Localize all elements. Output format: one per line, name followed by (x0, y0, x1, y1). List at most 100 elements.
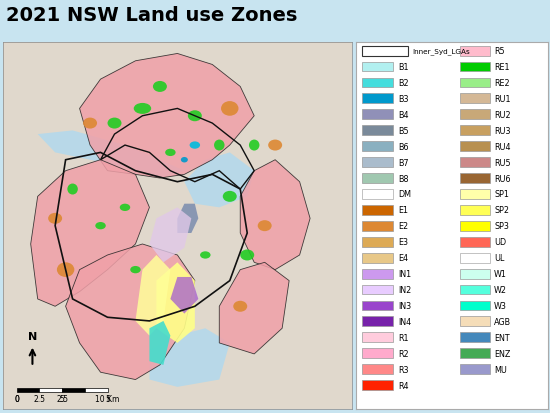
Text: RE2: RE2 (494, 79, 510, 88)
Bar (460, 110, 491, 120)
Text: E3: E3 (399, 237, 409, 247)
Text: 2.5: 2.5 (34, 394, 46, 403)
Text: B2: B2 (399, 79, 409, 88)
Text: R3: R3 (399, 365, 409, 374)
Text: AGB: AGB (494, 317, 512, 326)
Bar (460, 62, 491, 72)
Bar (362, 78, 393, 88)
Bar (362, 62, 393, 72)
Text: ENT: ENT (494, 333, 510, 342)
Bar (362, 349, 393, 358)
Bar (460, 317, 491, 327)
Text: Inner_Syd_LGAs: Inner_Syd_LGAs (412, 48, 470, 55)
Bar (362, 142, 393, 152)
Text: B4: B4 (399, 111, 409, 119)
Bar (460, 142, 491, 152)
Text: B8: B8 (399, 174, 409, 183)
Text: B7: B7 (399, 158, 409, 167)
Text: RU4: RU4 (494, 142, 511, 151)
Text: IN2: IN2 (399, 285, 412, 294)
Bar (460, 158, 491, 168)
Ellipse shape (67, 184, 78, 195)
Text: 5: 5 (105, 394, 110, 403)
Text: RU2: RU2 (494, 111, 511, 119)
Ellipse shape (268, 140, 282, 151)
Bar (460, 174, 491, 183)
Ellipse shape (48, 214, 62, 224)
Bar (62, 388, 85, 392)
Bar (362, 301, 393, 311)
Bar (460, 269, 491, 279)
Ellipse shape (190, 142, 200, 150)
Text: SP2: SP2 (494, 206, 509, 215)
Ellipse shape (130, 266, 141, 274)
Ellipse shape (181, 158, 188, 163)
Text: UL: UL (494, 254, 504, 263)
Text: 2021 NSW Land use Zones: 2021 NSW Land use Zones (6, 6, 297, 25)
Bar (362, 94, 393, 104)
Bar (362, 237, 393, 247)
Bar (362, 110, 393, 120)
Polygon shape (150, 328, 230, 387)
Text: RE1: RE1 (494, 63, 510, 72)
Bar (460, 47, 491, 57)
Bar (362, 317, 393, 327)
Ellipse shape (233, 301, 248, 312)
Bar (460, 364, 491, 374)
Text: E2: E2 (399, 222, 409, 231)
Ellipse shape (57, 263, 74, 277)
Ellipse shape (153, 82, 167, 93)
Bar (362, 174, 393, 183)
Bar (362, 47, 408, 57)
Text: B5: B5 (399, 126, 409, 135)
Text: RU6: RU6 (494, 174, 511, 183)
Text: R1: R1 (399, 333, 409, 342)
Polygon shape (37, 131, 184, 178)
Text: 5: 5 (60, 394, 64, 403)
Bar (85, 388, 108, 392)
Polygon shape (31, 160, 150, 306)
Text: B6: B6 (399, 142, 409, 151)
Bar (362, 190, 393, 199)
Bar (362, 332, 393, 342)
Text: IN4: IN4 (399, 317, 411, 326)
Ellipse shape (240, 250, 254, 261)
Bar (16, 388, 40, 392)
Polygon shape (135, 255, 170, 336)
Text: ENZ: ENZ (494, 349, 510, 358)
Bar (460, 301, 491, 311)
Polygon shape (219, 263, 289, 354)
Bar (460, 126, 491, 136)
Polygon shape (150, 321, 170, 365)
Bar (460, 253, 491, 263)
Bar (460, 285, 491, 295)
Text: W1: W1 (494, 269, 507, 278)
Bar (362, 205, 393, 215)
Text: R2: R2 (399, 349, 409, 358)
Bar (362, 253, 393, 263)
Text: N: N (28, 331, 37, 341)
Ellipse shape (258, 221, 272, 232)
Ellipse shape (83, 118, 97, 129)
Bar (460, 190, 491, 199)
Ellipse shape (95, 223, 106, 230)
Bar (460, 221, 491, 231)
Text: MU: MU (494, 365, 507, 374)
Text: RU3: RU3 (494, 126, 511, 135)
Ellipse shape (108, 118, 122, 129)
Ellipse shape (214, 140, 224, 151)
Bar (460, 78, 491, 88)
Bar (40, 388, 62, 392)
Bar (460, 332, 491, 342)
Text: B1: B1 (399, 63, 409, 72)
Ellipse shape (221, 102, 239, 116)
Text: 2.5: 2.5 (56, 394, 68, 403)
Text: W3: W3 (494, 301, 507, 310)
Bar (362, 158, 393, 168)
Bar (460, 205, 491, 215)
Text: 10 Km: 10 Km (95, 394, 120, 403)
Bar (460, 349, 491, 358)
Polygon shape (240, 160, 310, 270)
Text: SP1: SP1 (494, 190, 509, 199)
Bar (460, 94, 491, 104)
